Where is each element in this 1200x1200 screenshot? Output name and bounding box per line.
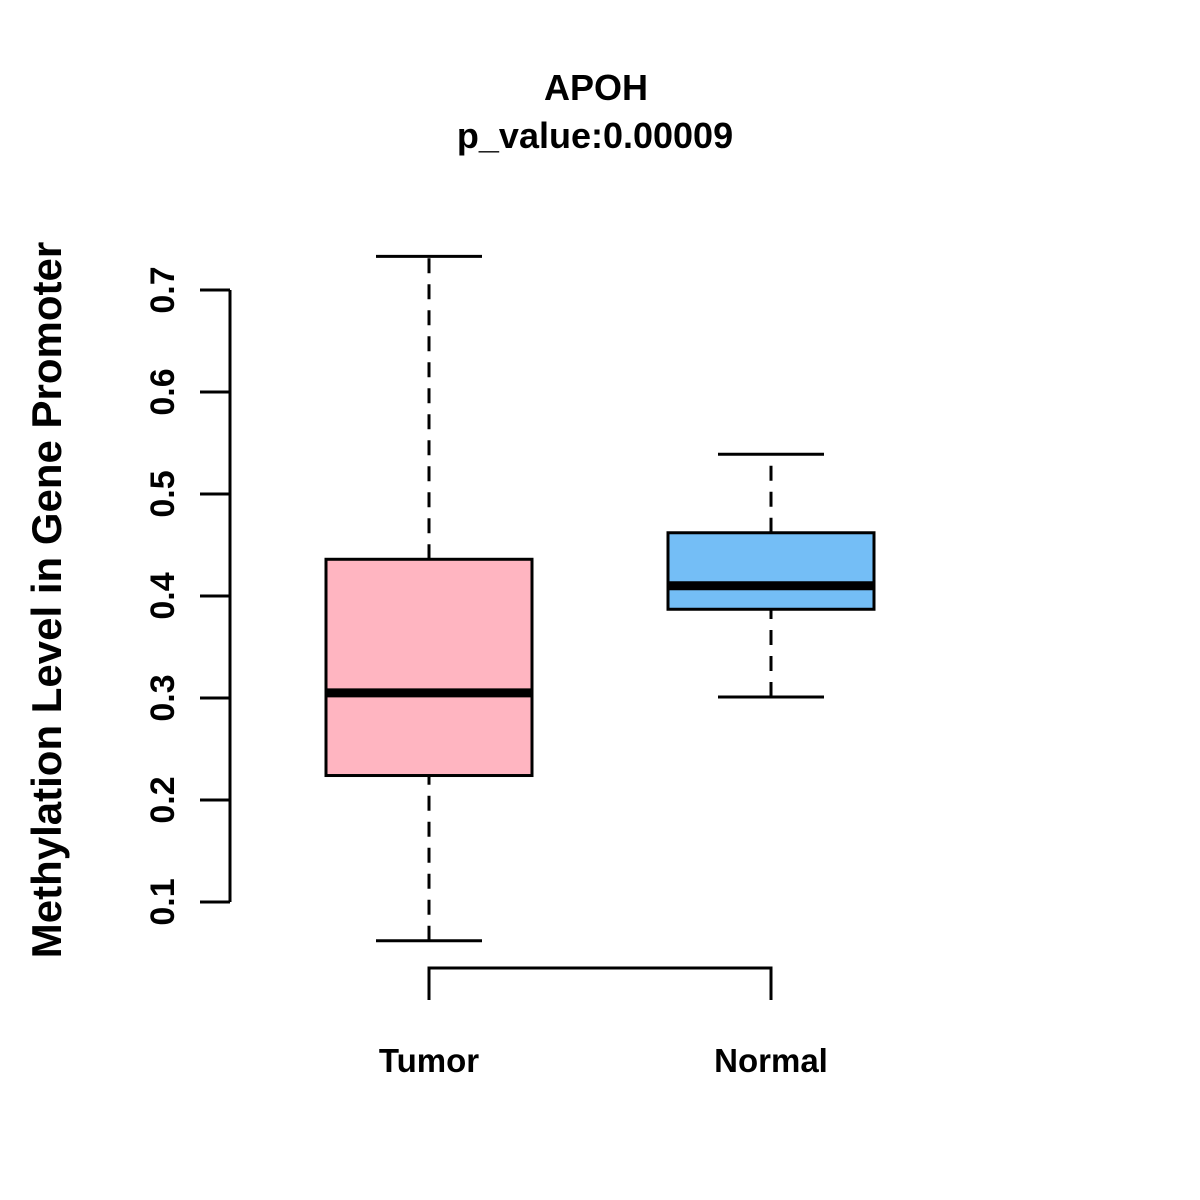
- x-category-label-normal: Normal: [714, 1042, 828, 1079]
- chart-subtitle-pvalue: p_value:0.00009: [456, 115, 734, 156]
- chart-title: APOH: [543, 67, 649, 108]
- x-axis: [427, 966, 773, 1000]
- tumor-iqr-box: [324, 557, 534, 778]
- normal-iqr-box: [666, 531, 876, 611]
- x-category-label-tumor: Tumor: [378, 1042, 480, 1079]
